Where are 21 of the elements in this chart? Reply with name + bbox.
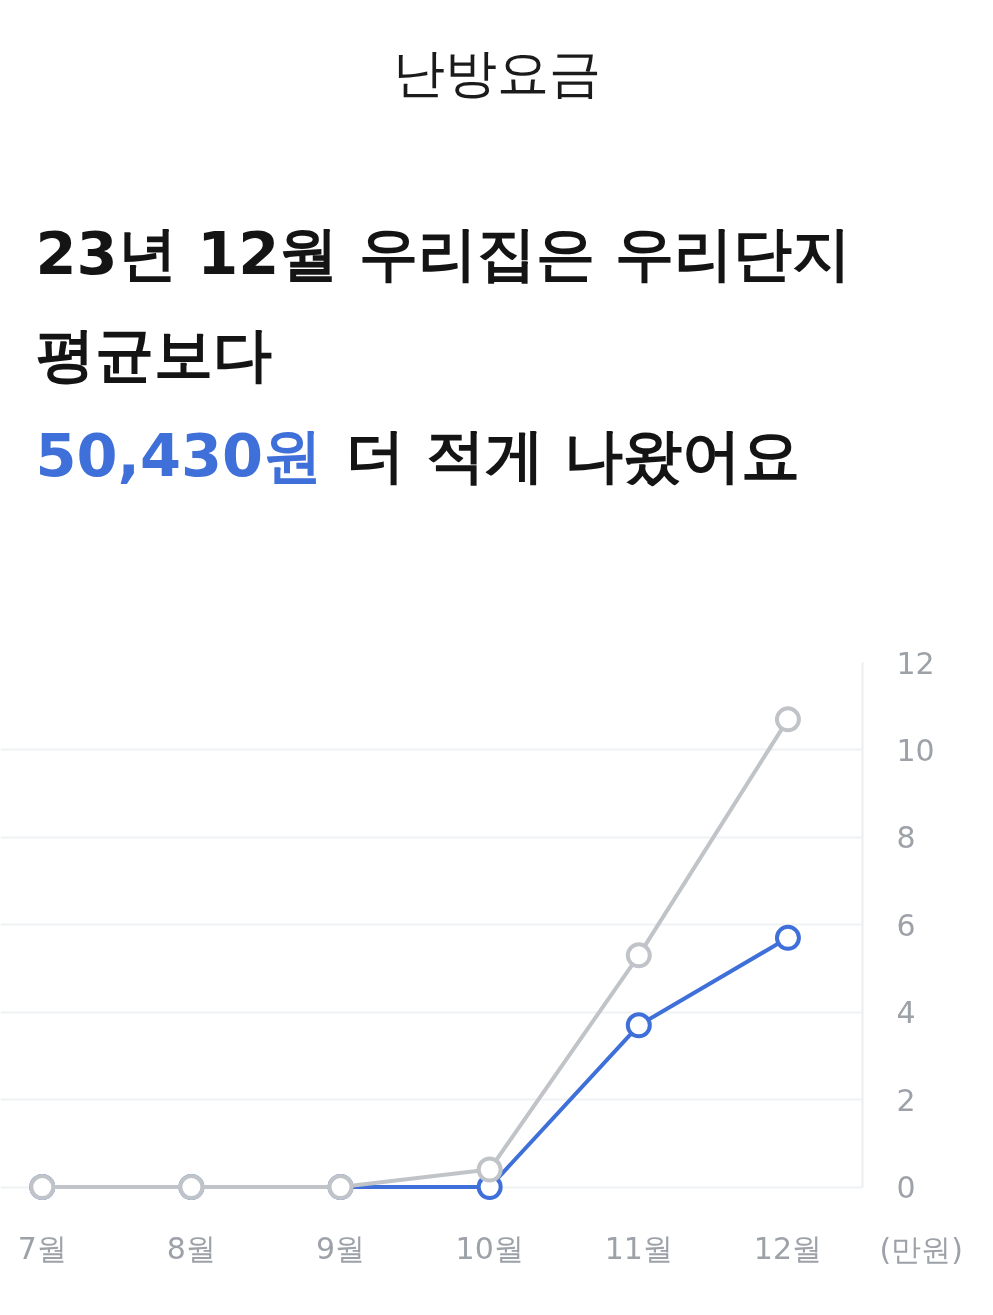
chart-title: 난방요금 <box>393 42 601 103</box>
point <box>774 706 801 733</box>
y-tick-label: 10 <box>896 732 935 768</box>
y-tick-label: 4 <box>896 995 916 1031</box>
y-tick-label: 12 <box>896 645 935 681</box>
point <box>476 1156 503 1183</box>
chart-subtitle: 23년 12월 우리집은 우리단지 평균보다 50,430원 더 적게 나왔어요 <box>35 219 852 490</box>
y-tick-label: 6 <box>896 907 916 943</box>
y-tick-label: 0 <box>896 1170 916 1206</box>
x-tick-label: 10월 <box>455 1230 524 1266</box>
y-tick-label: 2 <box>896 1082 916 1118</box>
point <box>625 1012 652 1039</box>
x-tick-label: 9월 <box>315 1230 366 1266</box>
y-axis-title: (만원) <box>879 1231 963 1267</box>
x-tick-label: 11월 <box>604 1230 673 1266</box>
y-tick-label: 8 <box>896 820 916 856</box>
point <box>774 924 801 951</box>
x-tick-label: 8월 <box>166 1230 216 1266</box>
x-tick-label: 12월 <box>753 1230 823 1266</box>
x-tick-label: 7월 <box>17 1230 67 1266</box>
point <box>625 942 652 969</box>
